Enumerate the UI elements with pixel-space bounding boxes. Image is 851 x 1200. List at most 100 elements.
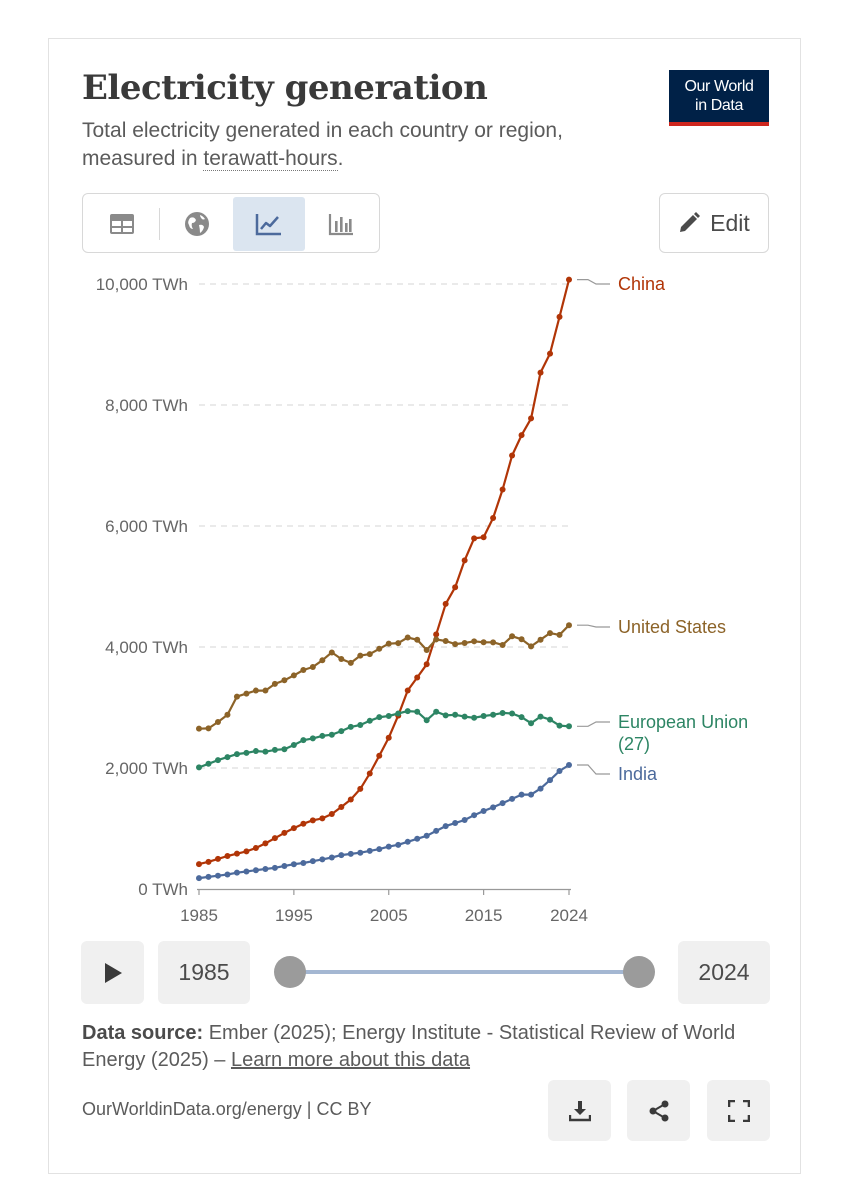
data-point: [262, 748, 269, 755]
data-point: [376, 846, 383, 853]
tab-separator: [159, 208, 160, 240]
timeline-track[interactable]: [290, 970, 640, 974]
data-point: [433, 636, 440, 643]
x-tick-label: 2005: [370, 906, 408, 925]
data-point: [309, 663, 316, 670]
data-point: [414, 674, 421, 681]
data-point: [319, 657, 326, 664]
data-point: [480, 807, 487, 814]
chart-axes: 0 TWh 2,000 TWh 4,000 TWh 6,000 TWh 8,000 TW…: [96, 275, 588, 925]
data-point: [442, 600, 449, 607]
data-point: [290, 672, 297, 679]
learn-more-link[interactable]: Learn more about this data: [230, 1049, 471, 1071]
data-point: [423, 717, 430, 724]
data-point: [518, 432, 525, 439]
x-tick-label: 1985: [180, 906, 218, 925]
chart-series-labels: China United States European Union(27) Indi…: [577, 274, 748, 784]
data-point: [224, 853, 231, 860]
data-point: [404, 687, 411, 694]
data-point: [537, 785, 544, 792]
series-label: China: [618, 274, 666, 294]
tab-bar-chart[interactable]: [305, 197, 377, 251]
data-point: [509, 795, 516, 802]
download-button[interactable]: [548, 1080, 611, 1141]
tab-line-chart[interactable]: [233, 197, 305, 251]
data-point: [300, 737, 307, 744]
data-point: [271, 680, 278, 687]
data-point: [233, 850, 240, 857]
data-point: [395, 841, 402, 848]
data-point: [480, 712, 487, 719]
data-point: [414, 835, 421, 842]
data-point: [281, 677, 288, 684]
footer-url[interactable]: OurWorldinData.org/energy | CC BY: [82, 1099, 372, 1119]
data-point: [262, 866, 269, 873]
data-point: [556, 722, 563, 729]
data-point: [196, 725, 202, 732]
data-point: [404, 634, 411, 641]
series-line: [198, 764, 570, 880]
data-point: [357, 849, 364, 856]
data-point: [556, 768, 563, 775]
data-point: [566, 276, 572, 283]
logo-line-1: Our World: [684, 78, 754, 95]
y-tick-label: 2,000 TWh: [105, 759, 188, 778]
data-point: [357, 652, 364, 659]
data-point: [196, 764, 202, 771]
data-point: [196, 875, 202, 882]
y-tick-label: 0 TWh: [138, 880, 188, 899]
data-point: [319, 856, 326, 863]
data-point: [490, 639, 497, 646]
data-point: [537, 713, 544, 720]
table-icon: [110, 214, 134, 234]
data-point: [452, 711, 459, 718]
terawatt-hours-link[interactable]: terawatt-hours: [203, 147, 338, 171]
data-point: [556, 631, 563, 638]
data-point: [547, 630, 554, 637]
tab-map[interactable]: [161, 197, 233, 251]
data-point: [319, 732, 326, 739]
data-point: [214, 872, 221, 879]
series-label: United States: [618, 617, 726, 637]
data-point: [442, 637, 449, 644]
fullscreen-button[interactable]: [707, 1080, 770, 1141]
data-point: [499, 486, 506, 493]
series-label: India: [618, 764, 658, 784]
timeline-end-handle[interactable]: [623, 956, 655, 988]
data-point: [357, 785, 364, 792]
owid-logo[interactable]: Our World in Data: [669, 70, 769, 126]
pencil-icon: [680, 212, 701, 232]
series-line: [198, 624, 570, 730]
subtitle-text: Total electricity generated in each coun…: [82, 119, 563, 170]
data-point: [490, 804, 497, 811]
data-point: [547, 350, 554, 357]
x-tick-label: 2024: [550, 906, 588, 925]
timeline-start-handle[interactable]: [274, 956, 306, 988]
edit-button[interactable]: Edit: [659, 193, 769, 253]
data-point: [224, 754, 231, 761]
x-tick-label: 1995: [275, 906, 313, 925]
chart-grid: [199, 283, 569, 769]
logo-line-2: in Data: [695, 97, 743, 114]
data-point: [471, 535, 478, 542]
download-icon: [568, 1100, 591, 1121]
data-point: [366, 717, 373, 724]
data-point: [233, 869, 240, 876]
label-connector: [577, 279, 610, 285]
data-point: [319, 815, 326, 822]
data-point: [271, 835, 278, 842]
series-line: [198, 279, 571, 866]
start-year-box[interactable]: 1985: [158, 941, 250, 1004]
data-point: [518, 791, 525, 798]
data-point: [376, 645, 383, 652]
end-year-box[interactable]: 2024: [678, 941, 770, 1004]
data-point: [309, 817, 316, 824]
tab-table[interactable]: [86, 197, 158, 251]
globe-icon: [185, 212, 209, 236]
play-button[interactable]: [81, 941, 144, 1004]
data-point: [547, 777, 554, 784]
data-point: [328, 649, 335, 656]
share-button[interactable]: [627, 1080, 690, 1141]
data-point: [509, 710, 516, 717]
data-point: [328, 811, 335, 818]
